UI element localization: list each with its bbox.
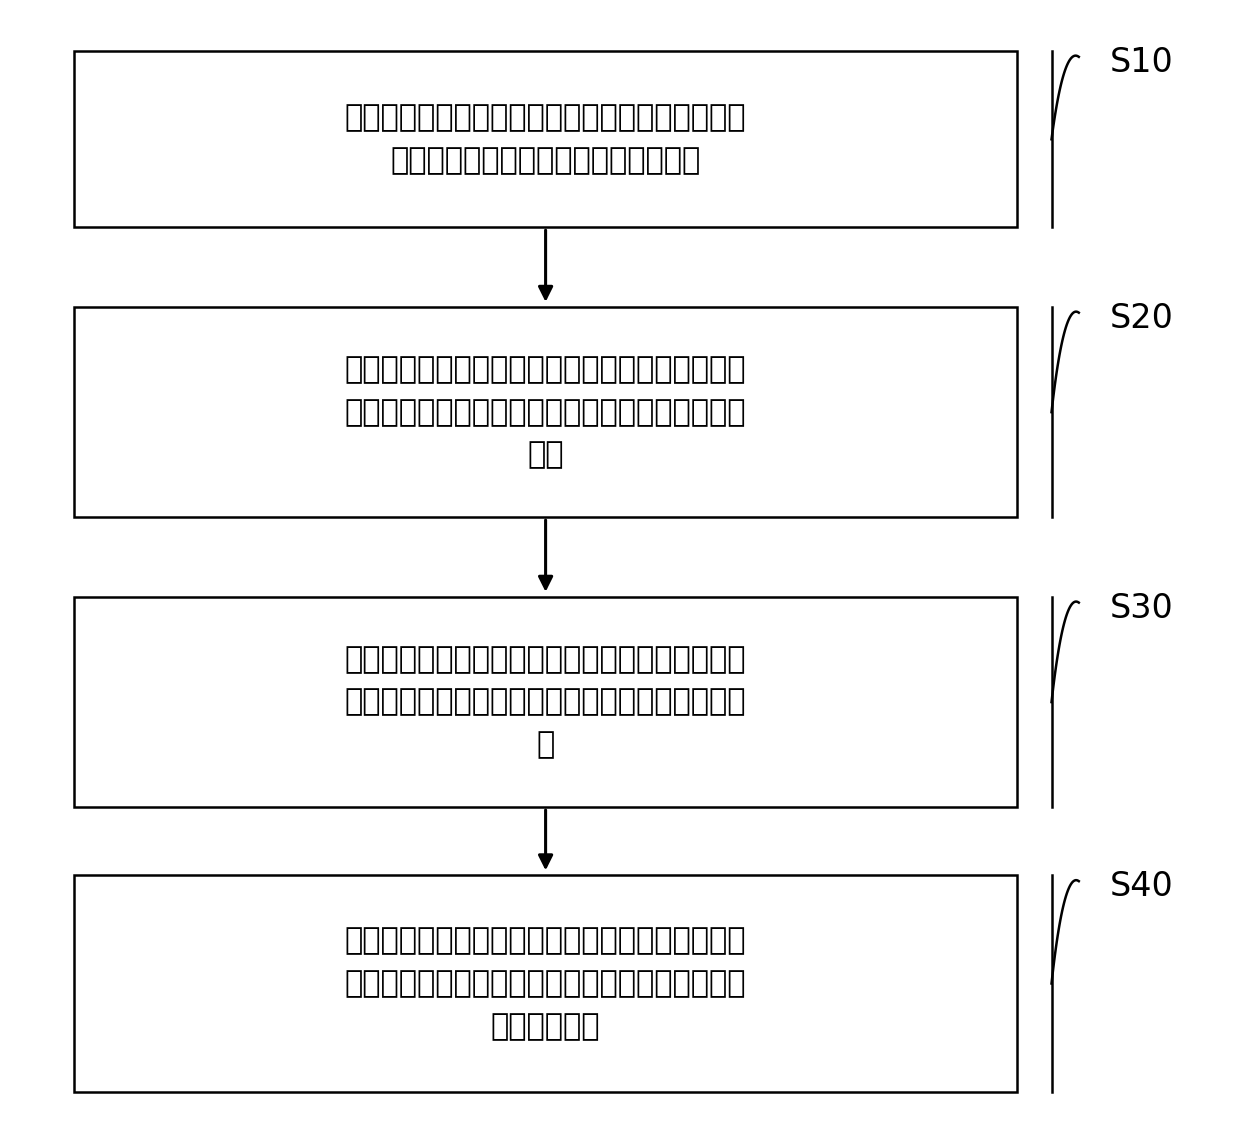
- Text: 检测高压电缆导体的电流值，利用所述导体温度预
测模型并根据预测时刻和所述电流作值，得到预测
的导体温度值: 检测高压电缆导体的电流值，利用所述导体温度预 测模型并根据预测时刻和所述电流作值…: [345, 927, 746, 1040]
- Text: 利用给定的电缆结构数据和暂态热路模型，建立电
缆导体的温度预测计算的系数矩阵模型: 利用给定的电缆结构数据和暂态热路模型，建立电 缆导体的温度预测计算的系数矩阵模型: [345, 103, 746, 175]
- Text: 在形成系数矩阵时，利用循环赋值对矩阵进行赋值
，并在形成系数矩阵后，计算矩阵的特征值和特征
向量: 在形成系数矩阵时，利用循环赋值对矩阵进行赋值 ，并在形成系数矩阵后，计算矩阵的特…: [345, 355, 746, 470]
- Text: 根据所述特征值和特征向量构造积分函数模型，对
所述积分函数模型进行积分，获取导体温度预测模
型: 根据所述特征值和特征向量构造积分函数模型，对 所述积分函数模型进行积分，获取导体…: [345, 645, 746, 760]
- Bar: [74, 51, 1017, 227]
- Text: S10: S10: [1110, 45, 1173, 80]
- Bar: [74, 597, 1017, 807]
- Bar: [74, 875, 1017, 1092]
- Text: S20: S20: [1110, 301, 1174, 335]
- Bar: [74, 307, 1017, 517]
- Text: S30: S30: [1110, 591, 1173, 625]
- Text: S40: S40: [1110, 870, 1173, 904]
